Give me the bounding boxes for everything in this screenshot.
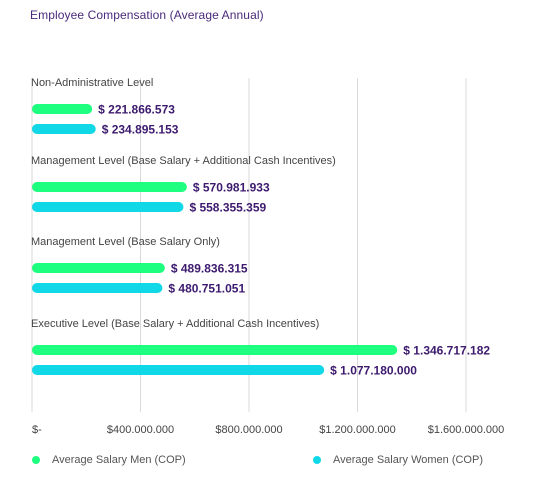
bar-men-1 (32, 182, 187, 192)
category-label-3: Executive Level (Base Salary + Additiona… (31, 318, 319, 330)
chart-title: Employee Compensation (Average Annual) (30, 8, 264, 22)
data-label-men-1: $ 570.981.933 (193, 181, 270, 195)
bar-women-0 (32, 124, 96, 134)
category-label-1: Management Level (Base Salary + Addition… (31, 155, 336, 167)
legend-item-women: Average Salary Women (COP) (313, 454, 483, 466)
x-tick-label-4: $1.600.000.000 (428, 424, 504, 436)
x-tick-label-1: $400.000.000 (107, 424, 174, 436)
x-tick-label-3: $1.200.000.000 (319, 424, 395, 436)
bar-men-2 (32, 263, 165, 273)
legend-item-men: Average Salary Men (COP) (32, 454, 186, 466)
legend-label-women: Average Salary Women (COP) (333, 454, 483, 466)
bar-men-3 (32, 345, 398, 355)
legend-label-men: Average Salary Men (COP) (52, 454, 186, 466)
legend-swatch-women (313, 456, 321, 464)
bar-women-2 (32, 283, 163, 293)
bar-men-0 (32, 104, 93, 114)
x-tick-label-2: $800.000.000 (215, 424, 282, 436)
data-label-men-3: $ 1.346.717.182 (403, 344, 490, 358)
data-label-men-0: $ 221.866.573 (98, 103, 175, 117)
data-label-women-1: $ 558.355.359 (189, 201, 266, 215)
data-label-women-2: $ 480.751.051 (168, 282, 245, 296)
data-label-women-0: $ 234.895.153 (102, 123, 179, 137)
bar-women-1 (32, 202, 184, 212)
data-label-women-3: $ 1.077.180.000 (330, 364, 417, 378)
category-label-2: Management Level (Base Salary Only) (31, 236, 220, 248)
category-label-0: Non-Administrative Level (31, 77, 153, 89)
bar-women-3 (32, 365, 325, 375)
legend-swatch-men (32, 456, 40, 464)
x-tick-label-0: $- (32, 424, 42, 436)
data-label-men-2: $ 489.836.315 (171, 262, 248, 276)
